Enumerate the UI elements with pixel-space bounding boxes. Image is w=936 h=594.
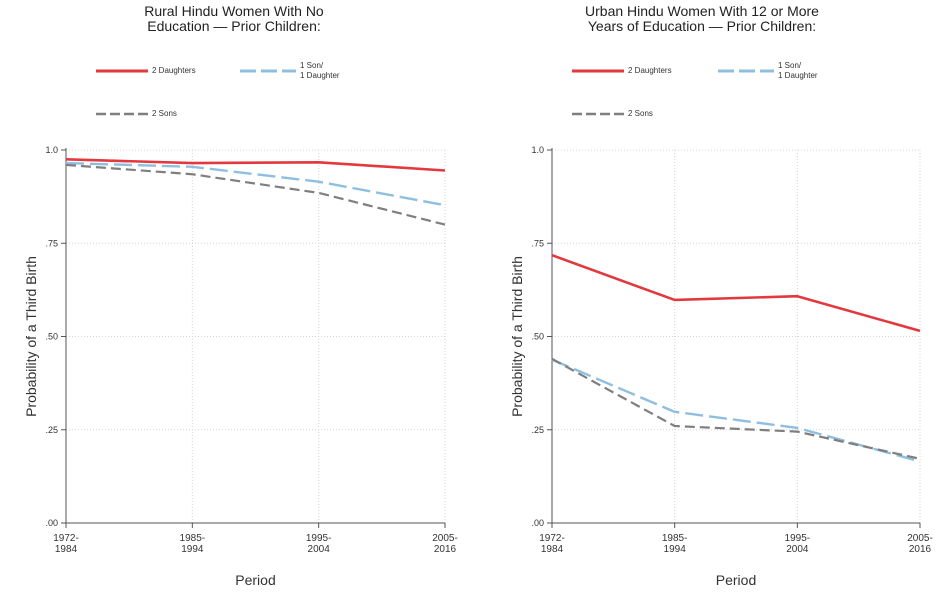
y-tick-label: .25 [45, 425, 58, 435]
series-line-1-son-1-daughter [551, 358, 921, 463]
legend-label-1-son-1-daughter-line-2: 1 Daughter [300, 71, 340, 80]
chart-title-line-1: Urban Hindu Women With 12 or More [585, 3, 819, 19]
legend-label-1-son-1-daughter-line-1: 1 Son/ [300, 61, 324, 70]
y-tick-label: .25 [531, 425, 544, 435]
x-axis-title: Period [235, 572, 275, 588]
x-tick-label: 1995-2004 [785, 533, 811, 555]
legend-swatch-2-daughters [572, 69, 624, 73]
legend-label-1-son-1-daughter-line-2: 1 Daughter [778, 71, 818, 80]
legend-swatch-1-son-1-daughter [240, 69, 296, 73]
legend-swatch-2-sons [96, 112, 148, 116]
legend-item-2-daughters: 2 Daughters [572, 65, 672, 79]
legend-item-2-sons: 2 Sons [96, 108, 186, 122]
legend-item-1-son-1-daughter: 1 Son/ 1 Daughter [718, 61, 828, 83]
chart-panel-left: Rural Hindu Women With No Education — Pr… [0, 4, 468, 589]
legend-label-2-daughters: 2 Daughters [152, 66, 196, 75]
y-tick-label: .75 [531, 238, 544, 248]
x-tick-label: 1985-1994 [662, 533, 688, 555]
x-tick-label: 1972-1984 [53, 533, 79, 555]
legend-label-2-daughters: 2 Daughters [628, 66, 672, 75]
legend-swatch-2-sons [572, 112, 624, 116]
x-tick-label: 2005-2016 [907, 533, 933, 555]
chart-title: Urban Hindu Women With 12 or More Years … [468, 4, 936, 34]
y-tick-label: .00 [45, 518, 58, 528]
series-line-1-son-1-daughter [65, 161, 446, 207]
chart-panel-right: Urban Hindu Women With 12 or More Years … [468, 0, 936, 594]
series-line-2-sons [65, 163, 446, 226]
legend-item-2-sons: 2 Sons [572, 108, 662, 122]
y-axis-title: Probability of a Third Birth [23, 256, 39, 417]
y-tick-label: 1.0 [531, 145, 544, 155]
chart-title-line-2: Years of Education — Prior Children: [587, 18, 817, 34]
legend-item-1-son-1-daughter: 1 Son/ 1 Daughter [240, 61, 350, 83]
x-tick-label: 1995-2004 [306, 533, 332, 555]
y-tick-label: .75 [45, 238, 58, 248]
plot-area-right: .00 .25 .50 .75 1.0 1972-1984 1985-1994 1995-20… [509, 145, 933, 588]
series-line-2-daughters [65, 158, 446, 172]
legend-swatch-2-daughters [96, 69, 148, 73]
legend-label-2-sons: 2 Sons [628, 109, 653, 118]
legend-item-2-daughters: 2 Daughters [96, 65, 196, 79]
plot-area-left: .00 .25 .50 .75 1.0 1972-1984 1985-1994 1995-20… [23, 145, 458, 588]
legend-swatch-1-son-1-daughter [718, 69, 774, 73]
y-tick-label: .00 [531, 518, 544, 528]
x-tick-label: 2005-2016 [432, 533, 458, 555]
series-line-2-sons [551, 357, 921, 460]
x-axis-title: Period [716, 572, 756, 588]
chart-title-line-2: Education — Prior Children: [147, 18, 321, 34]
y-axis-title: Probability of a Third Birth [509, 256, 525, 417]
x-tick-label: 1972-1984 [539, 533, 565, 555]
legend-label-2-sons: 2 Sons [152, 109, 177, 118]
chart-title: Rural Hindu Women With No Education — Pr… [0, 4, 468, 34]
chart-title-line-1: Rural Hindu Women With No [144, 3, 324, 19]
series-line-2-daughters [551, 253, 921, 333]
y-tick-label: .50 [45, 332, 58, 342]
legend-label-1-son-1-daughter-line-1: 1 Son/ [778, 61, 802, 70]
x-tick-label: 1985-1994 [180, 533, 206, 555]
y-tick-label: 1.0 [45, 145, 58, 155]
y-tick-label: .50 [531, 332, 544, 342]
